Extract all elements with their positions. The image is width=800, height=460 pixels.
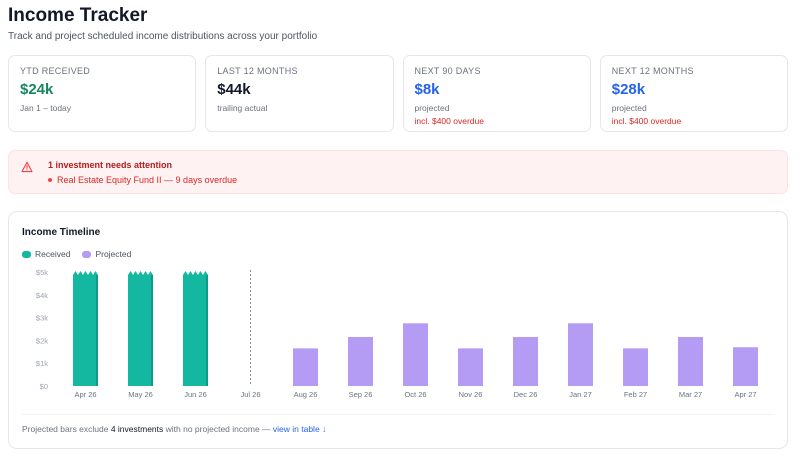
panel-footer: Projected bars exclude 4 investments wit… (22, 424, 326, 434)
card-sub: projected (611, 103, 647, 113)
projected-bar (513, 336, 538, 386)
x-tick-label: Mar 27 (679, 390, 702, 399)
y-tick-label: $3k (36, 314, 48, 323)
card-overdue-note: incl. $400 overdue (611, 116, 682, 126)
projected-bar (623, 348, 648, 386)
x-tick-label: Jan 27 (569, 390, 592, 399)
y-tick-label: $0 (40, 382, 48, 391)
card-ytd-received: YTD RECEIVED $24k Jan 1 – today (8, 55, 197, 132)
x-tick-label: Apr 27 (734, 390, 756, 399)
alert-title: 1 investment needs attention (48, 160, 173, 170)
card-value: $8k (414, 81, 440, 98)
card-sub: trailing actual (217, 103, 268, 113)
projected-swatch-icon (82, 250, 92, 258)
card-next-12-months: NEXT 12 MONTHS $28k projected incl. $400… (599, 55, 788, 132)
projected-bar (293, 348, 318, 386)
projected-bar (403, 323, 428, 386)
y-tick-label: $4k (36, 291, 48, 300)
page-subtitle: Track and project scheduled income distr… (8, 31, 318, 42)
received-bar (73, 271, 98, 386)
panel-divider (22, 414, 774, 415)
bullet-dot-icon (48, 178, 52, 182)
projected-bar (458, 348, 483, 386)
chart-legend: Received Projected (22, 249, 131, 259)
attention-alert: 1 investment needs attention Real Estate… (8, 150, 788, 194)
footer-prefix: Projected bars exclude (22, 424, 111, 434)
card-value: $44k (217, 81, 251, 98)
x-tick-label: Oct 26 (404, 390, 426, 399)
y-tick-label: $5k (36, 268, 48, 277)
card-last-12-months: LAST 12 MONTHS $44k trailing actual (205, 55, 394, 132)
footer-middle: with no projected income — (163, 424, 273, 434)
alert-item-text: Real Estate Equity Fund II — 9 days over… (57, 175, 238, 185)
x-tick-label: Feb 27 (624, 390, 647, 399)
x-tick-label: Jun 26 (184, 390, 207, 399)
income-timeline-chart: $0 $1k $2k $3k $4k $5k Apr 26 May 26 Jun 26 Jul 2… (36, 268, 758, 399)
legend-projected-label: Projected (95, 249, 132, 259)
y-tick-label: $1k (36, 359, 48, 368)
received-bar-edge (151, 275, 153, 386)
projected-bar (733, 347, 758, 386)
panel-title: Income Timeline (22, 227, 101, 238)
card-sub: Jan 1 – today (20, 103, 72, 113)
card-next-90-days: NEXT 90 DAYS $8k projected incl. $400 ov… (402, 55, 591, 132)
footer-count: 4 investments (110, 424, 164, 434)
alert-item[interactable]: Real Estate Equity Fund II — 9 days over… (48, 175, 237, 185)
card-label: NEXT 12 MONTHS (611, 66, 694, 76)
received-bar-edge (206, 275, 208, 386)
x-tick-label: Aug 26 (294, 390, 318, 399)
received-bar (128, 271, 153, 386)
card-label: LAST 12 MONTHS (217, 66, 298, 76)
x-tick-label: Nov 26 (459, 390, 483, 399)
card-value: $24k (20, 81, 54, 98)
x-tick-label: May 26 (128, 390, 153, 399)
x-tick-label: Jul 26 (240, 390, 260, 399)
page-title: Income Tracker (8, 5, 148, 26)
card-label: NEXT 90 DAYS (414, 66, 481, 76)
projected-bar (348, 336, 373, 386)
x-tick-label: Dec 26 (514, 390, 538, 399)
received-bar (183, 271, 208, 386)
warning-triangle-icon (21, 161, 33, 173)
legend-projected[interactable]: Projected (82, 249, 131, 259)
x-tick-label: Apr 26 (74, 390, 96, 399)
income-timeline-panel: Income Timeline Received Projected $0 $1k… (8, 211, 788, 449)
x-tick-label: Sep 26 (349, 390, 373, 399)
card-label: YTD RECEIVED (20, 66, 91, 76)
y-tick-label: $2k (36, 336, 48, 345)
legend-received[interactable]: Received (22, 249, 70, 259)
card-value: $28k (611, 81, 646, 98)
legend-received-label: Received (35, 249, 71, 259)
received-swatch-icon (22, 250, 31, 258)
card-overdue-note: incl. $400 overdue (414, 116, 484, 126)
card-sub: projected (414, 103, 450, 113)
received-bar-edge (96, 275, 98, 386)
view-in-table-link[interactable]: view in table ↓ (272, 424, 327, 434)
projected-bar (678, 336, 703, 386)
projected-bar (568, 323, 593, 386)
summary-cards: YTD RECEIVED $24k Jan 1 – today LAST 12 … (8, 55, 788, 132)
